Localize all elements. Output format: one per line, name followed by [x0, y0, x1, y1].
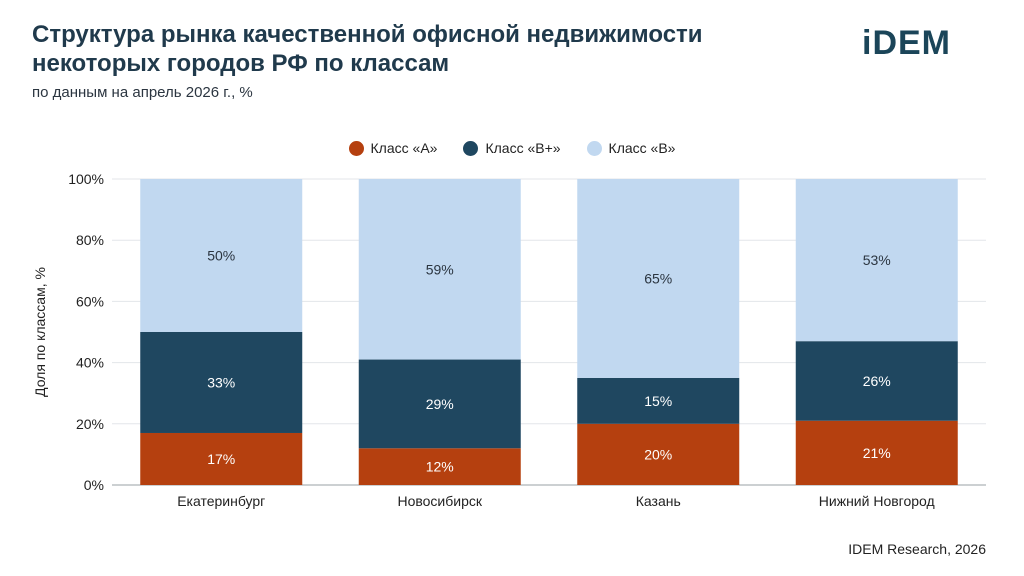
x-tick-label: Екатеринбург	[177, 493, 265, 509]
data-label: 50%	[207, 248, 235, 264]
y-tick-label: 80%	[76, 232, 104, 248]
legend-item-class-a: Класс «А»	[348, 140, 438, 156]
x-tick-label: Нижний Новгород	[819, 493, 935, 509]
bar-segment	[140, 332, 303, 433]
legend-swatch-class-b	[586, 140, 602, 156]
bar-segment	[795, 341, 958, 421]
data-label: 65%	[644, 270, 672, 286]
data-label: 21%	[863, 445, 891, 461]
legend-swatch-class-bplus	[463, 140, 479, 156]
chart-legend: Класс «А» Класс «В+» Класс «В»	[0, 140, 1024, 156]
data-label: 59%	[426, 261, 454, 277]
y-tick-label: 20%	[76, 416, 104, 432]
bar-segment	[577, 423, 740, 485]
data-label: 20%	[644, 446, 672, 462]
bar-segment	[577, 179, 740, 378]
y-tick-label: 60%	[76, 293, 104, 309]
legend-label-class-b: Класс «В»	[608, 140, 676, 156]
x-tick-label: Казань	[636, 493, 681, 509]
bar-segment	[795, 420, 958, 485]
data-label: 33%	[207, 374, 235, 390]
bar-segment	[140, 432, 303, 485]
chart-title: Структура рынка качественной офисной нед…	[32, 21, 703, 77]
data-label: 17%	[207, 451, 235, 467]
data-label: 26%	[863, 373, 891, 389]
bar-segment	[358, 359, 521, 449]
bar-segment	[358, 179, 521, 360]
legend-item-class-b: Класс «В»	[586, 140, 676, 156]
legend-swatch-class-a	[348, 140, 364, 156]
y-tick-label: 0%	[84, 477, 104, 493]
y-tick-label: 40%	[76, 355, 104, 371]
chart-subtitle: по данным на апрель 2026 г., %	[32, 84, 253, 101]
legend-label-class-a: Класс «А»	[370, 140, 438, 156]
x-tick-label: Новосибирск	[397, 493, 482, 509]
data-label: 29%	[426, 396, 454, 412]
y-tick-label: 100%	[68, 171, 104, 187]
bar-segment	[795, 179, 958, 342]
bar-segment	[140, 179, 303, 332]
data-label: 15%	[644, 393, 672, 409]
bar-segment	[577, 377, 740, 424]
data-label: 53%	[863, 252, 891, 268]
data-label: 12%	[426, 459, 454, 475]
legend-item-class-bplus: Класс «В+»	[463, 140, 561, 156]
legend-label-class-bplus: Класс «В+»	[485, 140, 561, 156]
bar-segment	[358, 448, 521, 485]
source-note: IDEM Research, 2026	[848, 541, 986, 557]
brand-logo: iDEM	[862, 24, 951, 62]
